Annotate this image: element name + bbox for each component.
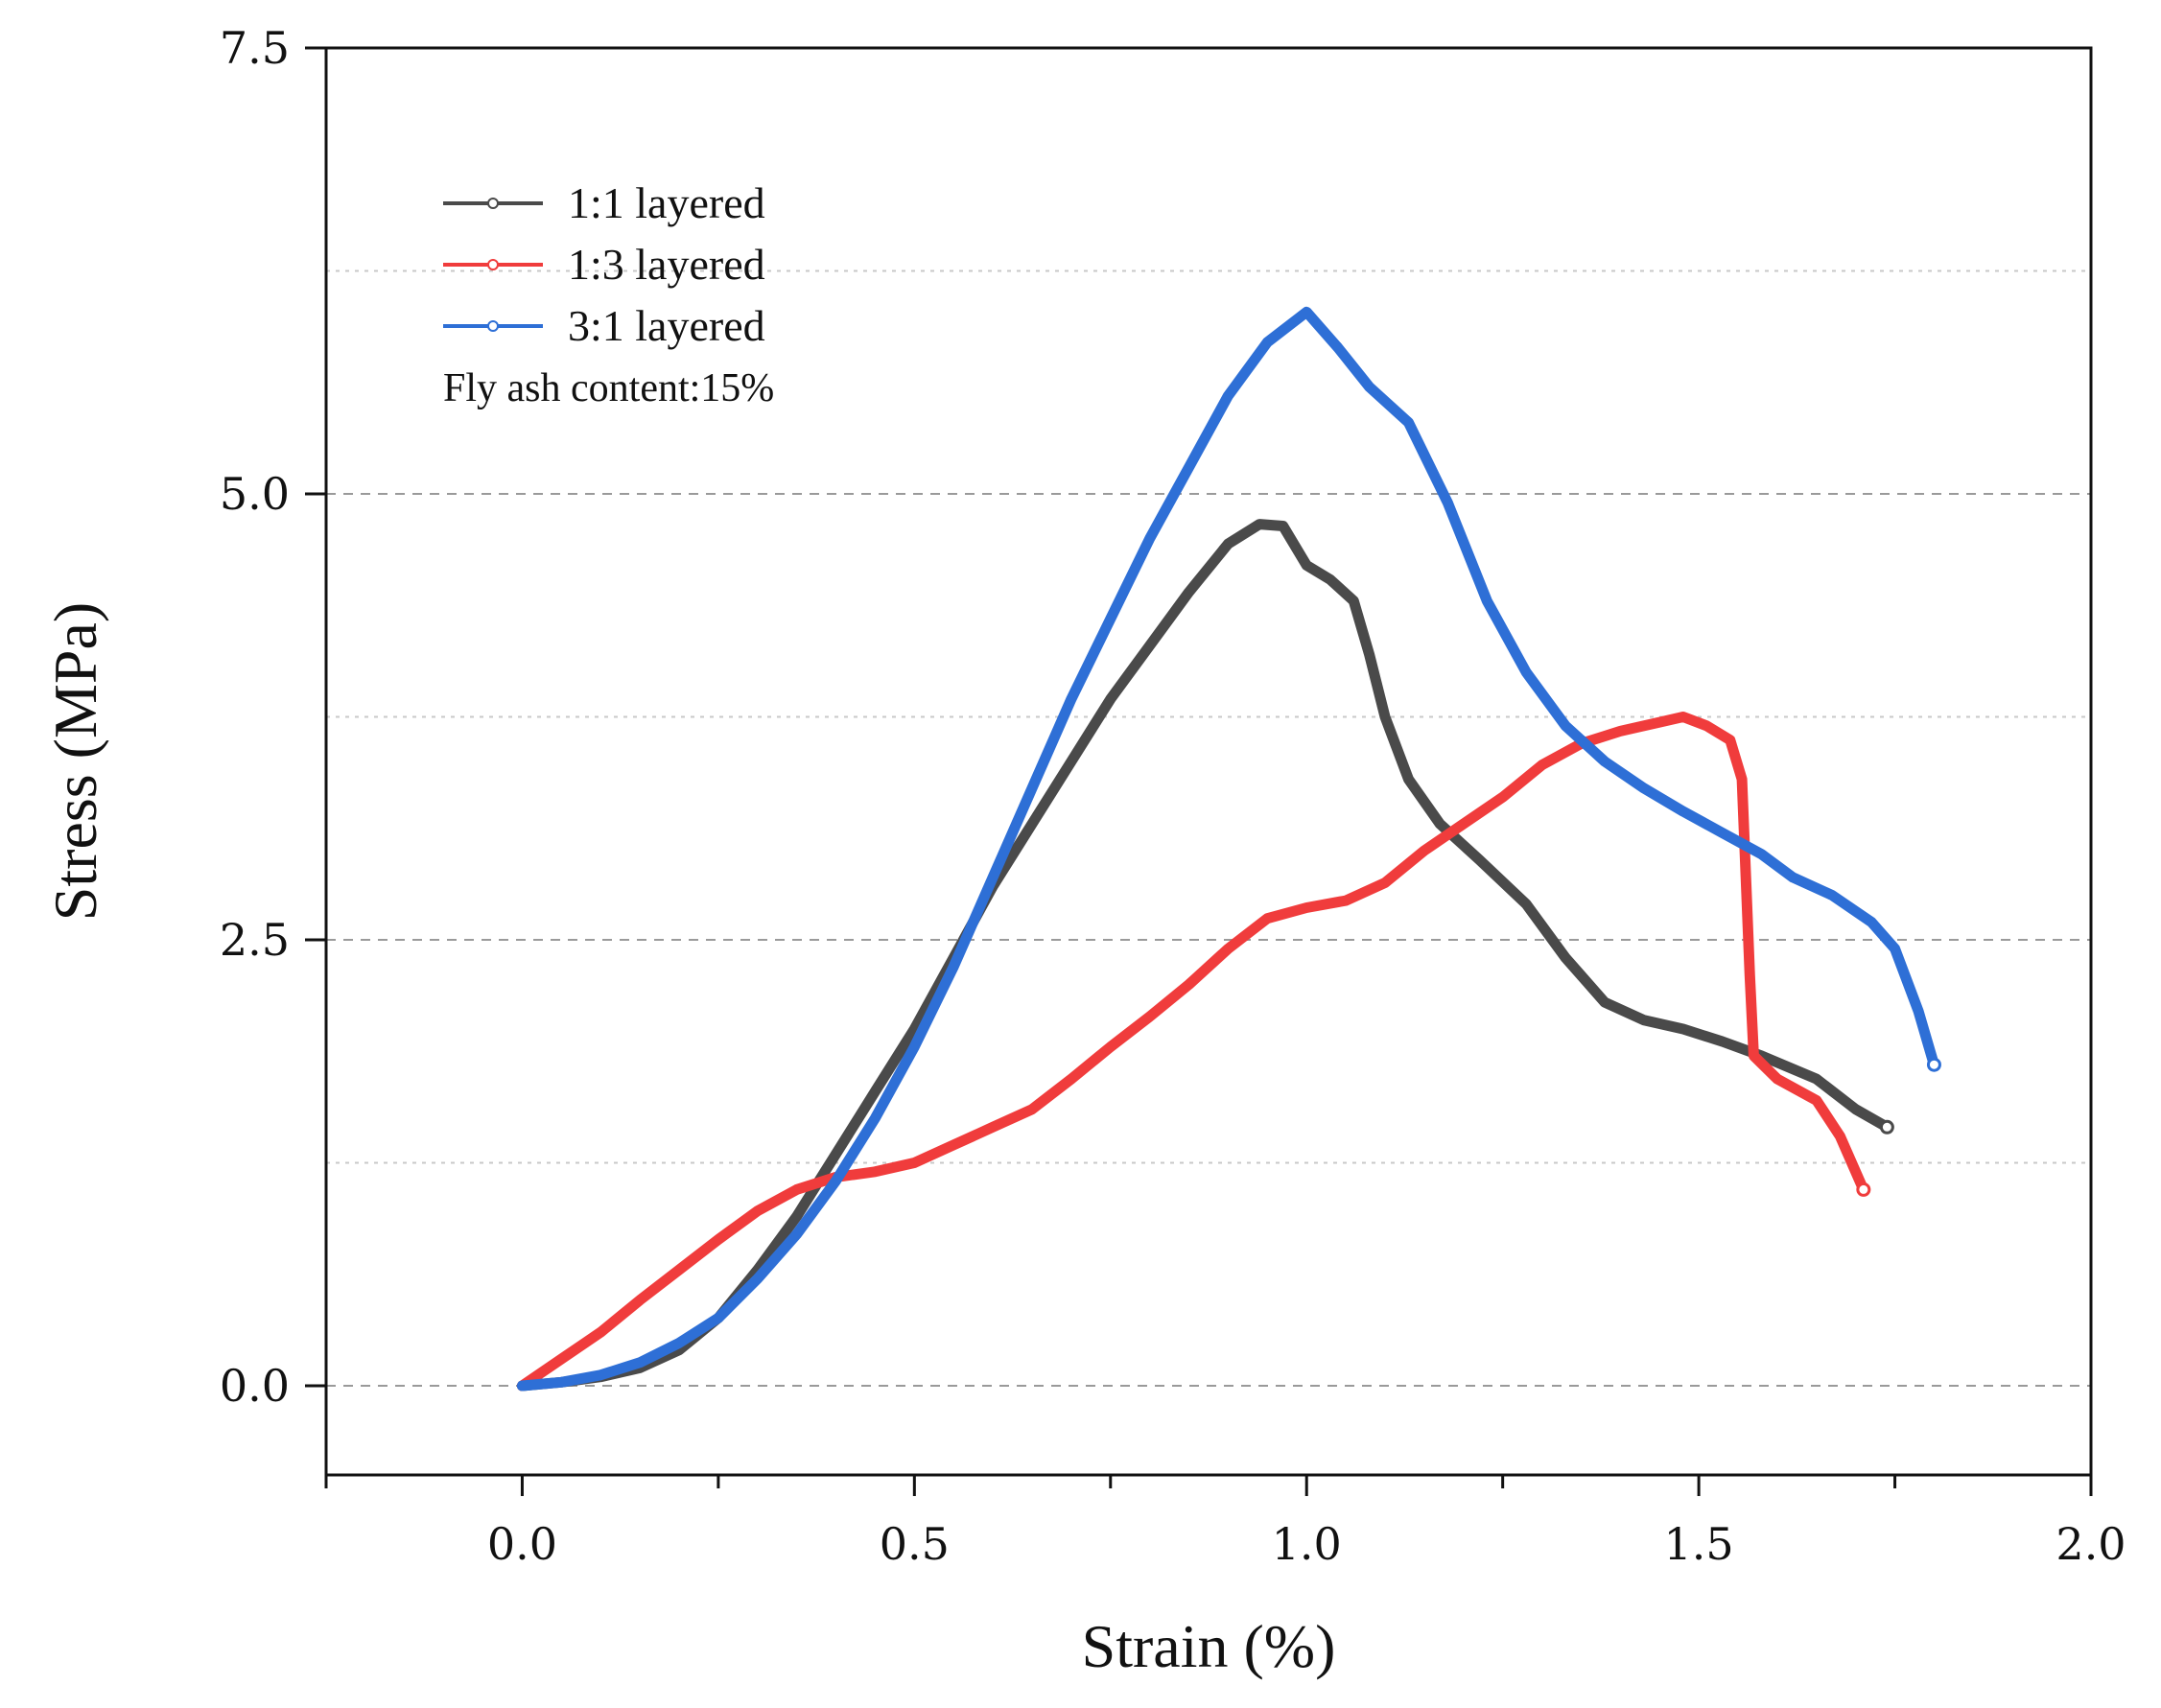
legend-label: 3:1 layered (568, 301, 765, 350)
x-tick-label: 1.5 (1664, 1518, 1734, 1570)
legend-label: 1:1 layered (568, 178, 765, 227)
legend-label: 1:3 layered (568, 240, 765, 289)
series-end-marker (1856, 1182, 1871, 1197)
x-tick-label: 1.0 (1272, 1518, 1342, 1570)
legend-swatch-marker (487, 320, 499, 332)
grid-lines (326, 269, 2091, 1387)
series-line-3 (516, 306, 1939, 1392)
series-line-1 (516, 519, 1892, 1392)
series-end-marker (1926, 1057, 1941, 1072)
series-line-2 (516, 712, 1869, 1392)
fly-ash-annotation: Fly ash content:15% (443, 366, 774, 410)
series-end-marker (1879, 1119, 1894, 1135)
legend-swatch-marker (487, 259, 499, 270)
x-axis-title: Strain (%) (1082, 1612, 1336, 1680)
legend: 1:1 layered 1:3 layered 3:1 layered (443, 178, 765, 350)
y-tick-label: 7.5 (220, 22, 290, 74)
y-tick-label: 5.0 (220, 468, 290, 520)
y-tick-label: 0.0 (220, 1360, 290, 1412)
x-tick-label: 0.5 (880, 1518, 950, 1570)
x-tick-label: 2.0 (2055, 1518, 2126, 1570)
x-tick-label: 0.0 (487, 1518, 557, 1570)
series-lines (516, 306, 1941, 1392)
axis-ticks: 0.0 0.5 1.0 1.5 2.0 0.0 2.5 5.0 7.5 (220, 22, 2126, 1570)
legend-swatch-marker (487, 198, 499, 209)
plot-frame (324, 46, 2093, 1477)
y-axis-title: Stress (MPa) (41, 602, 109, 921)
y-tick-label: 2.5 (220, 914, 290, 966)
